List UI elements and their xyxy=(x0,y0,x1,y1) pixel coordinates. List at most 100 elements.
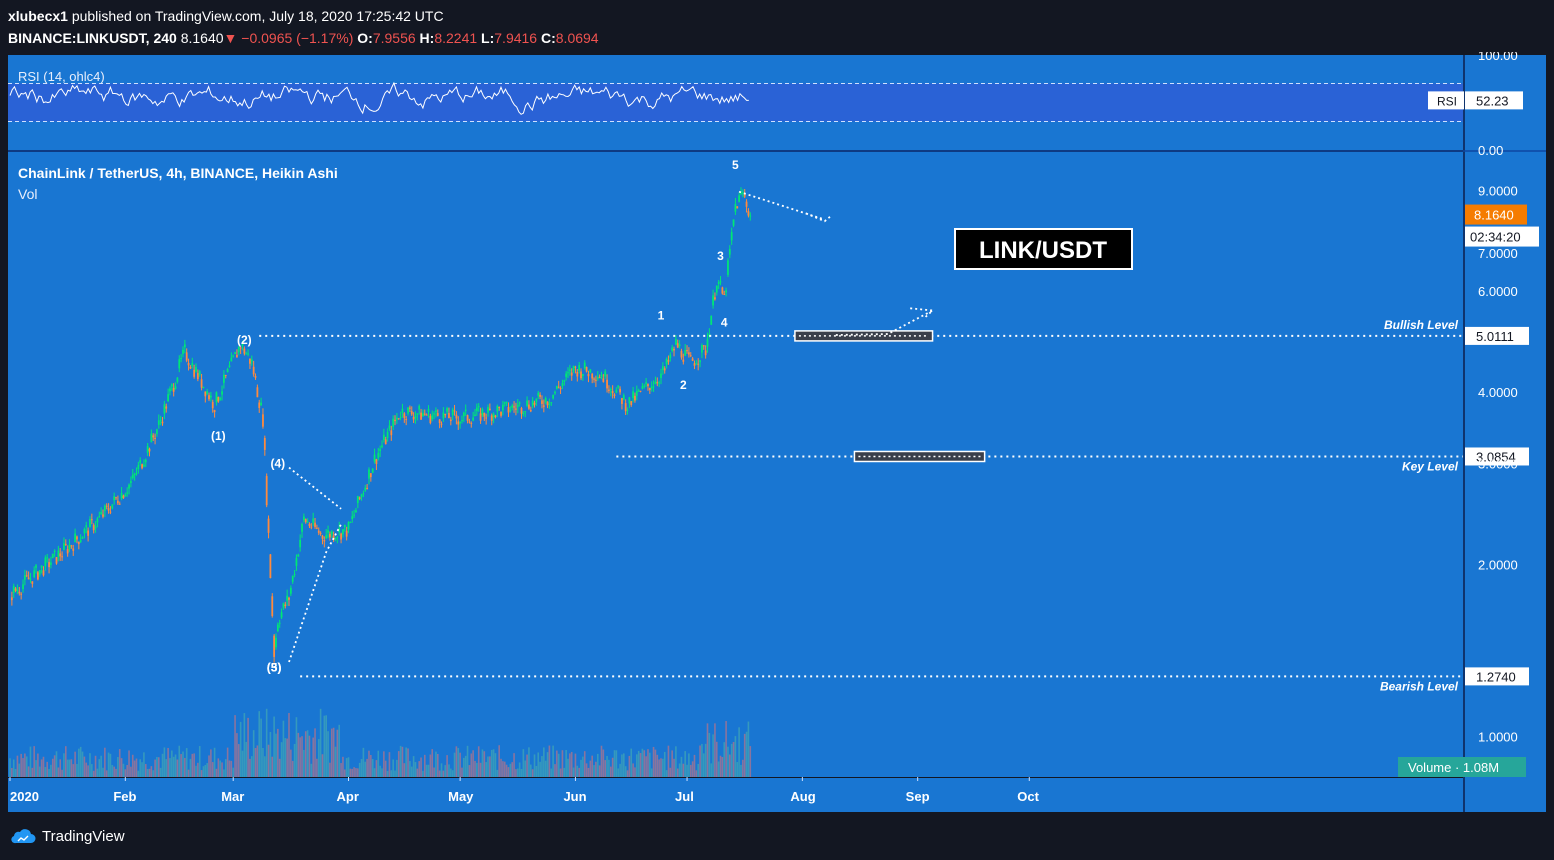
price-axis-tick: 7.0000 xyxy=(1478,246,1518,261)
candle-body xyxy=(256,387,259,398)
volume-bar xyxy=(79,746,82,777)
candle-body xyxy=(215,392,218,402)
candle-body xyxy=(100,512,103,515)
volume-bar xyxy=(516,768,519,777)
candle-body xyxy=(541,400,543,404)
volume-bar xyxy=(578,767,580,777)
tradingview-logo[interactable]: TradingView xyxy=(10,828,125,845)
volume-bar xyxy=(280,742,283,777)
candle-body xyxy=(89,519,91,528)
volume-bar xyxy=(306,730,309,777)
candle-body xyxy=(407,407,409,414)
volume-bar xyxy=(559,768,562,777)
volume-bar xyxy=(163,747,166,777)
candle-body xyxy=(148,448,151,452)
candle-body xyxy=(498,406,501,408)
rsi-name-tag xyxy=(1428,91,1464,110)
author-name[interactable]: xlubecx1 xyxy=(8,8,68,24)
volume-bar xyxy=(316,758,318,777)
candle-body xyxy=(128,484,130,489)
candle-body xyxy=(410,411,413,415)
volume-bar xyxy=(89,753,91,777)
volume-bar xyxy=(732,741,735,777)
volume-bar xyxy=(44,767,47,777)
volume-bar xyxy=(565,749,567,777)
volume-bar xyxy=(172,756,175,777)
candle-body xyxy=(260,402,262,406)
volume-bar xyxy=(293,743,296,777)
volume-bar xyxy=(290,749,292,777)
candle-body xyxy=(379,449,382,451)
volume-bar xyxy=(455,746,458,777)
volume-bar xyxy=(691,761,694,777)
candle-body xyxy=(474,414,476,417)
volume-bar xyxy=(490,749,493,777)
volume-bar xyxy=(223,769,225,777)
candle-body xyxy=(528,404,530,409)
volume-bar xyxy=(442,770,445,777)
candle-body xyxy=(14,588,17,591)
candle-body xyxy=(286,595,289,601)
volume-bar xyxy=(634,767,636,777)
volume-bar xyxy=(414,762,417,777)
volume-bar xyxy=(117,757,119,777)
candle-body xyxy=(202,386,205,388)
candle-body xyxy=(414,415,417,418)
volume-bar xyxy=(141,762,143,777)
candle-body xyxy=(252,366,255,375)
candle-body xyxy=(74,533,76,543)
time-axis-tick: Jul xyxy=(675,789,694,804)
volume-bar xyxy=(505,764,508,777)
volume-bar xyxy=(587,767,590,777)
volume-bar xyxy=(410,766,413,777)
candle-body xyxy=(418,405,421,410)
candle-body xyxy=(219,397,222,400)
volume-bar xyxy=(115,768,117,777)
candle-body xyxy=(362,493,365,495)
candle-body xyxy=(27,577,30,580)
volume-bar xyxy=(423,754,426,777)
candle-body xyxy=(516,404,519,408)
volume-bar xyxy=(366,758,368,777)
candle-body xyxy=(665,358,668,365)
volume-bar xyxy=(104,747,106,777)
volume-bar xyxy=(206,763,208,777)
volume-bar xyxy=(78,748,80,777)
symbol-name[interactable]: BINANCE:LINKUSDT, 240 xyxy=(8,30,177,46)
volume-bar xyxy=(252,730,255,777)
volume-bar xyxy=(364,761,367,777)
candle-body xyxy=(29,578,32,580)
candle-body xyxy=(730,232,733,241)
candle-body xyxy=(169,388,171,392)
candle-body xyxy=(81,537,84,539)
volume-bar xyxy=(130,766,132,777)
volume-bar xyxy=(254,748,257,777)
candle-body xyxy=(366,487,369,489)
candle-body xyxy=(727,260,729,275)
volume-bar xyxy=(470,753,473,777)
volume-bar xyxy=(349,768,352,777)
candle-body xyxy=(59,553,62,557)
price-pane xyxy=(8,152,1463,777)
volume-bar xyxy=(663,751,666,777)
chart-canvas[interactable]: RSI (14, ohlc4) Bullish Level 5.0111 Key Le… xyxy=(0,52,1554,812)
volume-bar xyxy=(12,759,15,777)
tradingview-brand: TradingView xyxy=(42,828,125,845)
candle-body xyxy=(652,386,655,388)
volume-bar xyxy=(37,753,39,777)
volume-bar xyxy=(518,762,521,777)
cloud-icon xyxy=(11,828,36,843)
candle-body xyxy=(178,359,181,369)
rsi-name-label: RSI xyxy=(1437,94,1457,108)
candle-body xyxy=(442,412,445,419)
volume-bar xyxy=(159,767,162,777)
volume-bar xyxy=(325,715,327,777)
candle-body xyxy=(654,381,657,384)
candle-body xyxy=(282,603,285,608)
volume-bar xyxy=(621,754,623,777)
volume-bar xyxy=(719,755,722,777)
volume-bar xyxy=(262,747,264,777)
candle-body xyxy=(135,473,138,475)
volume-bar xyxy=(552,745,554,777)
candle-body xyxy=(223,374,225,383)
